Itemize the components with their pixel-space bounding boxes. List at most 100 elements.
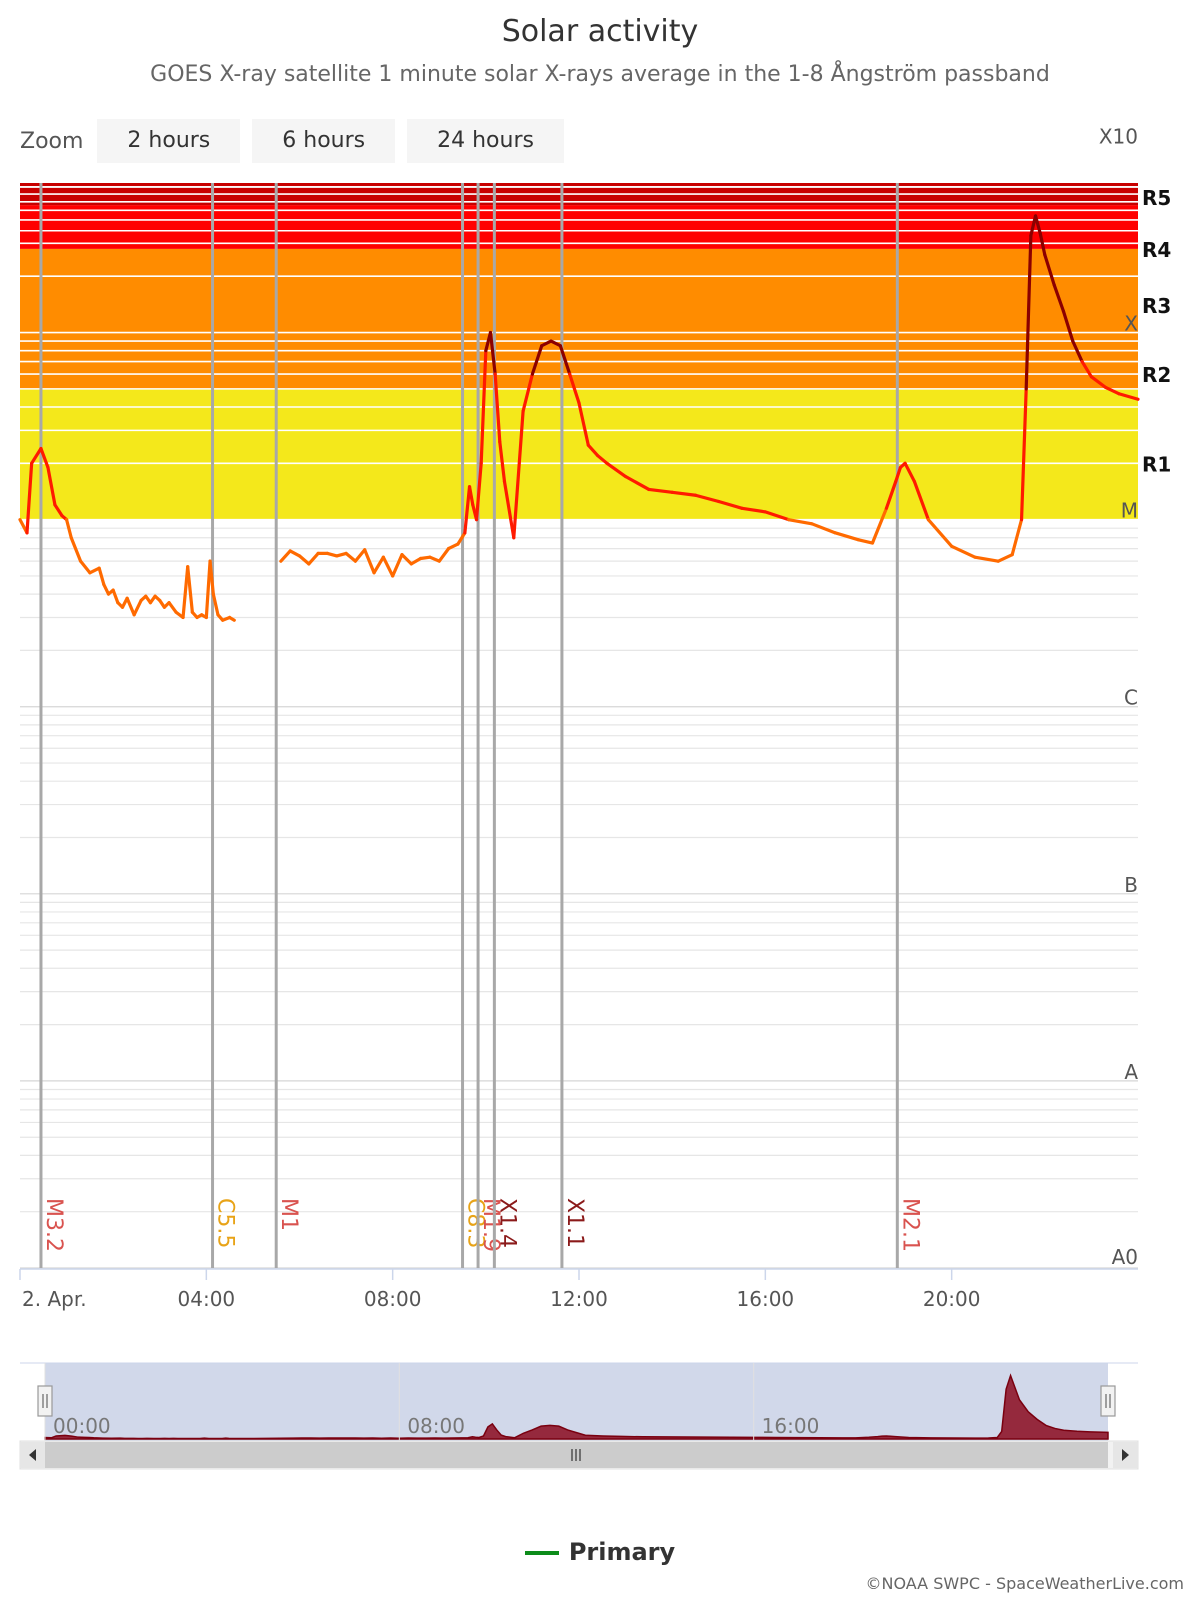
r-scale-label: R5 <box>1142 186 1171 210</box>
series-segment <box>228 615 236 622</box>
series-segment <box>1103 385 1121 396</box>
series-segment <box>717 499 744 510</box>
zoom-6h-button[interactable]: 6 hours <box>252 119 396 163</box>
series-segment <box>30 446 43 465</box>
series-segment <box>437 547 451 563</box>
series-segment <box>763 510 791 522</box>
band-r3 <box>20 248 1138 333</box>
y-tick-label: B <box>1124 873 1138 897</box>
series-segment <box>335 551 348 558</box>
series-segment <box>540 339 553 348</box>
series-segment <box>456 531 467 546</box>
x-axis: 2. Apr. 04:00 08:00 12:00 16:00 20:00 <box>19 1268 1138 1311</box>
series-segment <box>586 443 600 458</box>
series-segment <box>1071 339 1084 364</box>
legend-swatch <box>524 1551 559 1555</box>
series-segment <box>97 566 106 587</box>
xray-series <box>18 214 1140 622</box>
series-segment <box>870 506 889 545</box>
series-segment <box>325 551 339 558</box>
series-segment <box>78 559 92 575</box>
y-tick-label: M <box>1121 499 1138 523</box>
series-segment <box>1024 233 1033 391</box>
series-segment <box>381 555 395 578</box>
navigator-right-handle[interactable] <box>1100 1385 1116 1417</box>
series-segment <box>521 372 535 413</box>
series-segment <box>474 461 483 522</box>
series-segment <box>1052 283 1066 313</box>
zoom-2h-button[interactable]: 2 hours <box>97 119 241 163</box>
series-segment <box>307 551 320 566</box>
y-tick-label: A <box>1124 1060 1138 1084</box>
series-segment <box>46 465 57 507</box>
series-segment <box>810 522 837 535</box>
series-segment <box>833 531 861 542</box>
band-m1 <box>20 463 1138 520</box>
series-segment <box>409 556 423 566</box>
series-segment <box>1117 392 1140 401</box>
chart-title: Solar activity <box>501 14 699 49</box>
r-scale-label: R1 <box>1142 452 1171 476</box>
series-segment <box>400 553 413 566</box>
series-segment <box>912 479 930 522</box>
series-segment <box>391 553 404 578</box>
series-segment <box>467 485 475 507</box>
navigator-tick-label: 16:00 <box>762 1414 820 1438</box>
zoom-24h-button[interactable]: 24 hours <box>407 119 564 163</box>
band-r2 <box>20 332 1138 389</box>
flare-label: M1.9 <box>478 1198 503 1252</box>
series-segment <box>530 344 544 376</box>
series-segment <box>1038 231 1047 257</box>
series-segment <box>102 582 111 596</box>
series-segment <box>577 401 590 447</box>
navigator-left-handle[interactable] <box>37 1385 53 1417</box>
series-segment <box>39 446 50 470</box>
series-segment <box>344 551 357 563</box>
legend-item-primary[interactable]: Primary <box>0 1538 1200 1566</box>
r-scale-label: R2 <box>1142 363 1171 387</box>
series-segment <box>1061 309 1075 343</box>
flare-label: M2.1 <box>897 1198 922 1252</box>
series-segment <box>549 339 562 348</box>
series-segment <box>446 542 460 551</box>
series-segment <box>53 503 64 518</box>
series-segment <box>279 549 292 563</box>
credit-text: ©NOAA SWPC - SpaceWeatherLive.com <box>865 1574 1185 1593</box>
series-segment <box>498 440 507 484</box>
series-segment <box>488 330 497 376</box>
y-tick-label: C <box>1124 686 1138 710</box>
flare-label: X1.1 <box>562 1198 587 1248</box>
grid-lines <box>20 186 1138 1269</box>
series-segment <box>167 601 178 614</box>
zoom-controls: Zoom 2 hours 6 hours 24 hours <box>20 119 576 163</box>
x-tick-label: 12:00 <box>550 1287 608 1311</box>
series-segment <box>1029 214 1038 238</box>
y-axis-labels: A0 A B C M X X10 R1 R2 R3 R4 R5 <box>1099 124 1171 1269</box>
x-tick-label: 2. Apr. <box>22 1287 87 1311</box>
solar-xray-chart: M3.2 C5.5 M1 C8.3M1.9X1.4 X1.1 M2.1 A0 A B C M X X1… <box>18 124 1171 1470</box>
series-segment <box>740 506 767 514</box>
arrow-right-icon <box>1122 1449 1129 1461</box>
series-segment <box>1080 359 1094 379</box>
series-segment <box>363 548 376 575</box>
flare-class-bands <box>20 183 1138 520</box>
series-segment <box>132 598 143 617</box>
series-segment <box>69 536 83 563</box>
series-segment <box>111 588 120 605</box>
r-scale-label: R4 <box>1142 238 1171 262</box>
series-segment <box>186 565 194 614</box>
x-tick-label: 16:00 <box>737 1287 795 1311</box>
series-segment <box>88 566 101 575</box>
x-tick-label: 08:00 <box>364 1287 422 1311</box>
series-segment <box>693 493 721 504</box>
x-tick-label: 04:00 <box>178 1287 236 1311</box>
flare-label: M1 <box>276 1198 301 1231</box>
flare-label: C8.3 <box>463 1198 488 1248</box>
series-segment <box>596 453 609 465</box>
series-segment <box>479 349 488 465</box>
zoom-label: Zoom <box>20 128 84 154</box>
series-segment <box>125 596 136 617</box>
navigator[interactable]: 00:00 08:00 16:00 <box>19 1362 1139 1470</box>
flare-label: X1.4 <box>494 1198 519 1248</box>
series-segment <box>353 548 367 563</box>
